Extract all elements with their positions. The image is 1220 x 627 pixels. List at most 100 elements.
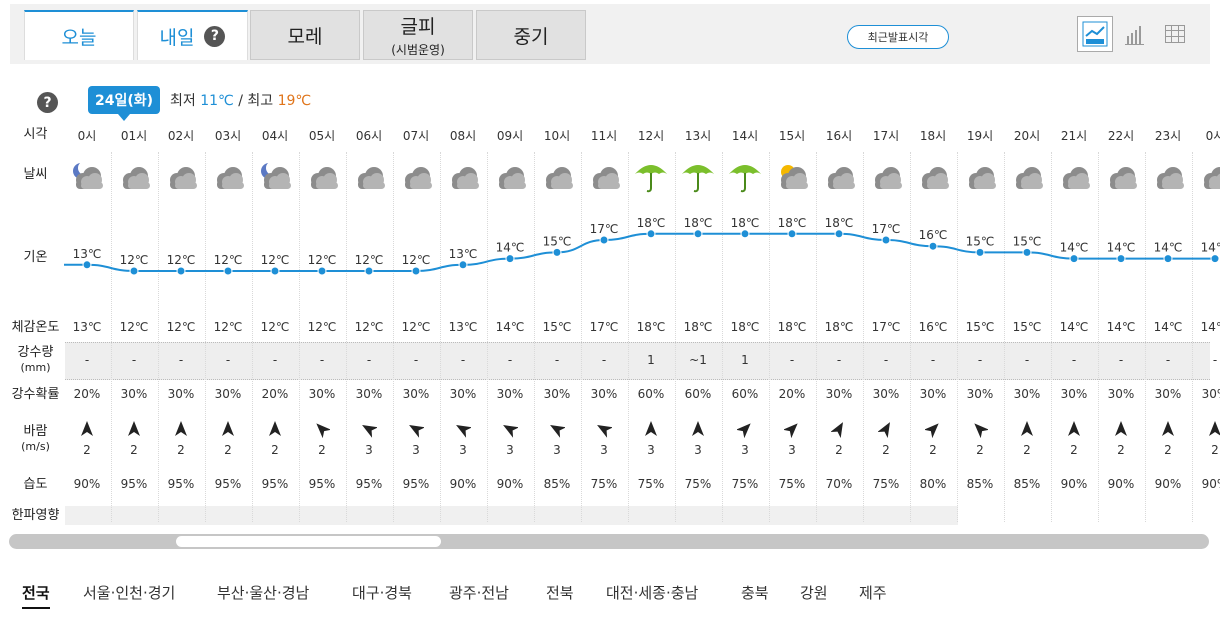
- forecast-help-icon[interactable]: ?: [37, 92, 58, 113]
- tab-day-after[interactable]: 모레: [250, 10, 360, 60]
- region-tab-national[interactable]: 전국: [22, 582, 50, 609]
- table-view-button[interactable]: [1157, 16, 1193, 52]
- region-tab[interactable]: 광주·전남: [449, 584, 509, 602]
- cloud-icon: [1098, 160, 1144, 197]
- precip-value: -: [883, 353, 889, 367]
- cloud-icon: [393, 160, 439, 197]
- row-label-temp: 기온: [23, 250, 48, 265]
- region-tab[interactable]: 제주: [859, 584, 887, 602]
- temperature-label: 12℃: [355, 253, 384, 267]
- temperature-label: 15℃: [966, 234, 995, 248]
- wind-arrow-icon: [111, 420, 157, 441]
- region-tab[interactable]: 대전·세종·충남: [606, 584, 699, 602]
- cloud-icon: [534, 160, 580, 197]
- temperature-point: [505, 254, 515, 264]
- wind-speed-value: 2: [177, 443, 185, 457]
- help-icon[interactable]: ?: [204, 25, 226, 47]
- column-divider: [440, 152, 441, 522]
- column-divider: [957, 152, 958, 522]
- feels-like-value: 18℃: [824, 320, 854, 334]
- temperature-label: 15℃: [543, 234, 572, 248]
- humidity-value: 90%: [1201, 477, 1220, 491]
- temperature-label: 12℃: [261, 253, 290, 267]
- tab-three-days[interactable]: 글피 (시범운영): [363, 10, 473, 60]
- hour-label: 22시: [1107, 129, 1135, 143]
- line-graph-view-button[interactable]: [1077, 16, 1113, 52]
- wind-arrow-icon: [346, 420, 392, 441]
- region-tab[interactable]: 대구·경북: [352, 584, 412, 602]
- feels-like-value: 12℃: [166, 320, 196, 334]
- wind-speed-value: 3: [600, 443, 608, 457]
- hour-label: 19시: [966, 129, 994, 143]
- humidity-value: 85%: [966, 477, 994, 491]
- precip-prob-value: 30%: [825, 387, 853, 401]
- scrollbar-thumb[interactable]: [176, 536, 441, 547]
- precip-value: -: [1212, 353, 1218, 367]
- precip-prob-value: 30%: [966, 387, 994, 401]
- precip-value: -: [131, 353, 137, 367]
- wind-arrow-icon: [863, 420, 909, 441]
- column-divider: [111, 152, 112, 522]
- humidity-value: 95%: [308, 477, 336, 491]
- column-divider: [675, 152, 676, 522]
- tab-midterm[interactable]: 중기: [476, 10, 586, 60]
- temperature-point: [599, 235, 609, 245]
- precip-value: 1: [647, 353, 655, 367]
- temperature-label: 18℃: [825, 216, 854, 230]
- column-divider: [910, 152, 911, 522]
- tab-today[interactable]: 오늘: [24, 10, 134, 60]
- temperature-point: [364, 266, 374, 276]
- column-divider: [628, 152, 629, 522]
- latest-release-button[interactable]: 최근발표시각: [847, 25, 949, 49]
- region-tab[interactable]: 충북: [741, 584, 769, 602]
- hour-label: 10시: [543, 129, 571, 143]
- wind-arrow-icon: [675, 420, 721, 441]
- temperature-label: 12℃: [120, 253, 149, 267]
- temperature-point: [881, 235, 891, 245]
- min-temp: 11℃: [200, 93, 234, 109]
- humidity-value: 90%: [449, 477, 477, 491]
- feels-like-value: 12℃: [401, 320, 431, 334]
- region-tab[interactable]: 전북: [546, 584, 574, 602]
- bar-graph-icon: [1125, 26, 1144, 45]
- region-tab[interactable]: 서울·인천·경기: [83, 584, 176, 602]
- wind-arrow-icon: [722, 420, 768, 441]
- temperature-label: 14℃: [1107, 241, 1136, 255]
- max-temp: 19℃: [277, 93, 312, 109]
- precip-unit: (mm): [20, 361, 51, 374]
- cloud-icon: [346, 160, 392, 197]
- humidity-value: 95%: [261, 477, 289, 491]
- region-tab[interactable]: 부산·울산·경남: [217, 584, 310, 602]
- wind-speed-value: 2: [130, 443, 138, 457]
- umbrella-icon: [675, 160, 721, 197]
- wind-arrow-icon: [205, 420, 251, 441]
- temperature-point: [552, 247, 562, 257]
- temperature-point: [787, 229, 797, 239]
- cloud-icon: [1145, 160, 1191, 197]
- temperature-point: [82, 260, 92, 270]
- precip-value: -: [836, 353, 842, 367]
- region-tab[interactable]: 강원: [800, 584, 828, 602]
- feels-like-value: 18℃: [730, 320, 760, 334]
- cold-wave-bar: [65, 506, 958, 525]
- feels-like-value: 14℃: [1200, 320, 1220, 334]
- precip-value: -: [1071, 353, 1077, 367]
- wind-label: 바람: [23, 424, 48, 439]
- tab-tomorrow[interactable]: 내일 ?: [137, 10, 248, 60]
- column-divider: [1051, 152, 1052, 522]
- humidity-value: 75%: [872, 477, 900, 491]
- bar-graph-view-button[interactable]: [1117, 16, 1153, 52]
- wind-speed-value: 2: [882, 443, 890, 457]
- hour-label: 15시: [778, 129, 806, 143]
- humidity-value: 75%: [731, 477, 759, 491]
- precip-value: -: [460, 353, 466, 367]
- temperature-point: [646, 229, 656, 239]
- wind-speed-value: 2: [83, 443, 91, 457]
- precip-prob-value: 60%: [637, 387, 665, 401]
- row-label-precip: 강수량 (mm): [8, 345, 63, 375]
- hour-label: 0시: [77, 129, 97, 143]
- hour-label: 03시: [214, 129, 242, 143]
- column-divider: [158, 152, 159, 522]
- temperature-label: 14℃: [1201, 241, 1220, 255]
- hour-label: 05시: [308, 129, 336, 143]
